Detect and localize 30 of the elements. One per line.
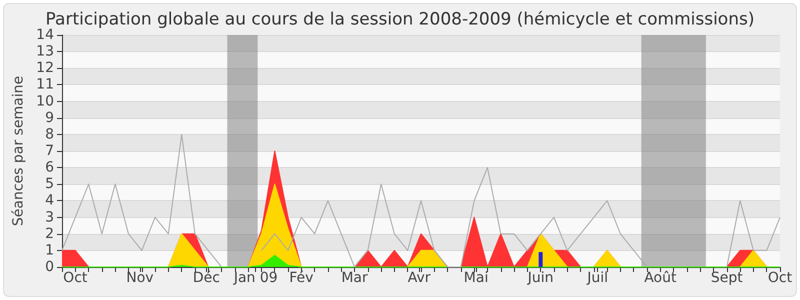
x-tick-label: Sept [710,270,744,286]
x-tick-label: Juil [586,270,608,286]
x-tick-label: Oct [63,270,88,286]
x-tick-label: Nov [126,270,154,286]
x-tick-label: Jan 09 [232,270,278,286]
y-tick-label: 6 [45,160,54,176]
y-tick-label: 9 [45,110,54,126]
y-tick-label: 11 [36,76,54,93]
y-tick-label: 3 [45,209,54,226]
x-tick-label: Fév [289,270,314,286]
x-tick-label: Mar [341,270,368,286]
x-tick-label: Mai [464,270,488,286]
y-tick-label: 8 [45,126,54,142]
x-tick-label: Avr [408,270,431,286]
y-tick-label: 0 [45,259,54,275]
y-tick-label: 10 [36,93,54,110]
y-axis-title: Séances par semaine [10,76,26,226]
y-tick-label: 5 [45,176,54,192]
x-tick-label: Août [644,270,677,286]
y-tick-label: 1 [45,242,54,258]
y-tick-label: 4 [45,192,54,209]
y-tick-label: 12 [36,60,54,76]
chart-title: Participation globale au cours de la session 2008-2009 (hémicycle et commissions) [46,10,754,30]
x-tick-label: Juin [526,270,554,286]
y-tick-label: 14 [36,27,54,43]
y-tick-label: 2 [45,226,54,242]
x-tick-label: Oct [768,270,793,286]
y-tick-label: 13 [36,44,54,60]
x-tick-label: Déc [192,270,220,286]
y-tick-label: 7 [45,143,54,159]
